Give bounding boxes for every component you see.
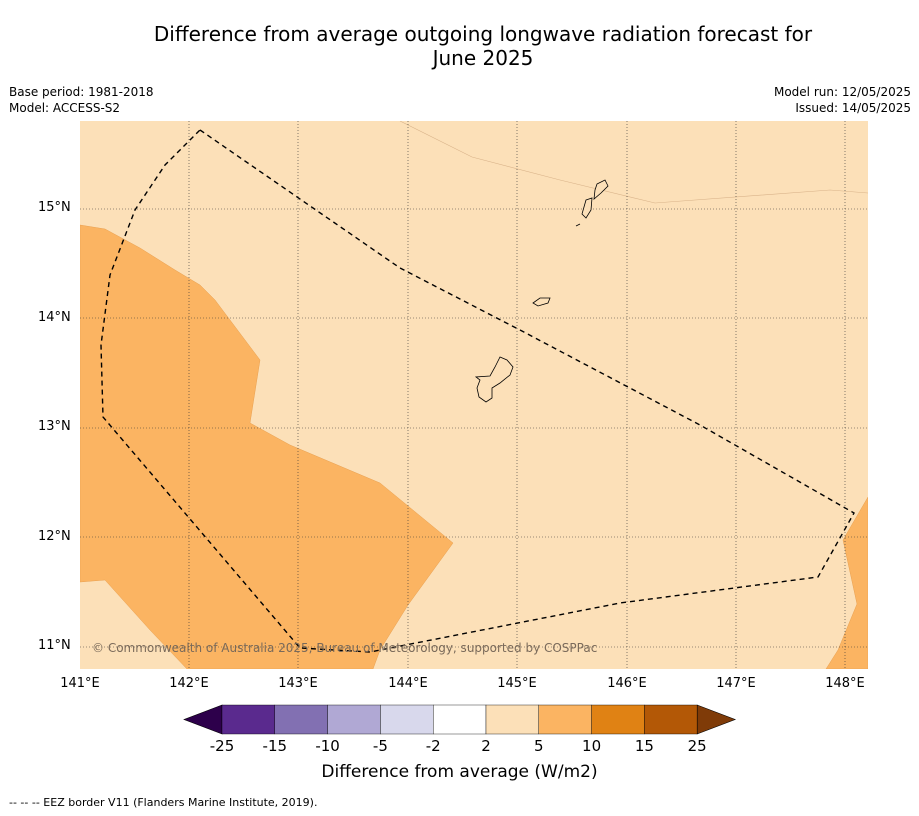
- colorbar-segment: [221, 704, 275, 735]
- meta-left: Base period: 1981-2018 Model: ACCESS-S2: [9, 84, 154, 116]
- colorbar-segment: [274, 704, 328, 735]
- colorbar-segment: [591, 704, 645, 735]
- island-saipan: [593, 179, 609, 200]
- lon-label-147e: 147°E: [716, 676, 756, 691]
- island-tinian: [581, 197, 593, 219]
- title-line-1: Difference from average outgoing longwav…: [153, 22, 813, 46]
- lat-label-13n: 13°N: [38, 419, 71, 434]
- title-line-2: June 2025: [432, 46, 534, 70]
- base-period: Base period: 1981-2018: [9, 85, 154, 99]
- colorbar-segment: [380, 704, 434, 735]
- anomaly-5-10-region-east: [825, 496, 868, 669]
- colorbar-tick-label: 25: [687, 737, 707, 755]
- colorbar-segment: [433, 704, 487, 735]
- model-name: Model: ACCESS-S2: [9, 101, 121, 115]
- gridlines: [80, 121, 868, 669]
- colorbar-tick-label: 5: [534, 737, 544, 755]
- colorbar-tick-label: -2: [425, 737, 441, 755]
- islands: [474, 179, 609, 403]
- colorbar-tick-label: 2: [481, 737, 491, 755]
- contour-2-line: [399, 121, 868, 204]
- lat-label-14n: 14°N: [38, 310, 71, 325]
- lat-label-15n: 15°N: [38, 200, 71, 215]
- colorbar-tick-label: 10: [582, 737, 602, 755]
- colorbar-segment: [485, 704, 539, 735]
- island-aguijan: [575, 223, 581, 227]
- eez-border: [100, 129, 855, 653]
- lon-label-142e: 142°E: [169, 676, 209, 691]
- meta-right: Model run: 12/05/2025 Issued: 14/05/2025: [774, 84, 911, 116]
- lon-label-145e: 145°E: [497, 676, 537, 691]
- footnote-eez: -- -- -- EEZ border V11 (Flanders Marine…: [9, 796, 318, 809]
- colorbar-segment: [644, 704, 698, 735]
- lon-label-148e: 148°E: [825, 676, 865, 691]
- lat-label-12n: 12°N: [38, 529, 71, 544]
- colorbar-extend-over: [696, 704, 737, 735]
- colorbar-tick-label: -5: [372, 737, 388, 755]
- model-run: Model run: 12/05/2025: [773, 85, 911, 99]
- colorbar-segment: [538, 704, 592, 735]
- island-guam: [474, 356, 514, 403]
- colorbar-title: Difference from average (W/m2): [321, 762, 598, 782]
- lon-label-141e: 141°E: [60, 676, 100, 691]
- colorbar-tick-label: 15: [634, 737, 654, 755]
- lat-label-11n: 11°N: [38, 638, 71, 653]
- copyright-text: © Commonwealth of Australia 2025, Bureau…: [92, 641, 598, 655]
- colorbar-segment: [327, 704, 381, 735]
- island-rota: [532, 297, 551, 307]
- lon-label-143e: 143°E: [278, 676, 318, 691]
- lon-label-144e: 144°E: [388, 676, 428, 691]
- colorbar-tick-label: -10: [315, 737, 340, 755]
- anomaly-5-10-region-west: [80, 224, 454, 669]
- lon-label-146e: 146°E: [607, 676, 647, 691]
- colorbar-extend-under: [183, 704, 223, 735]
- colorbar: [183, 704, 737, 735]
- colorbar-tick-label: -25: [209, 737, 235, 755]
- colorbar-tick-label: -15: [262, 737, 288, 755]
- issued-date: Issued: 14/05/2025: [795, 101, 911, 115]
- chart-title: Difference from average outgoing longwav…: [0, 22, 919, 70]
